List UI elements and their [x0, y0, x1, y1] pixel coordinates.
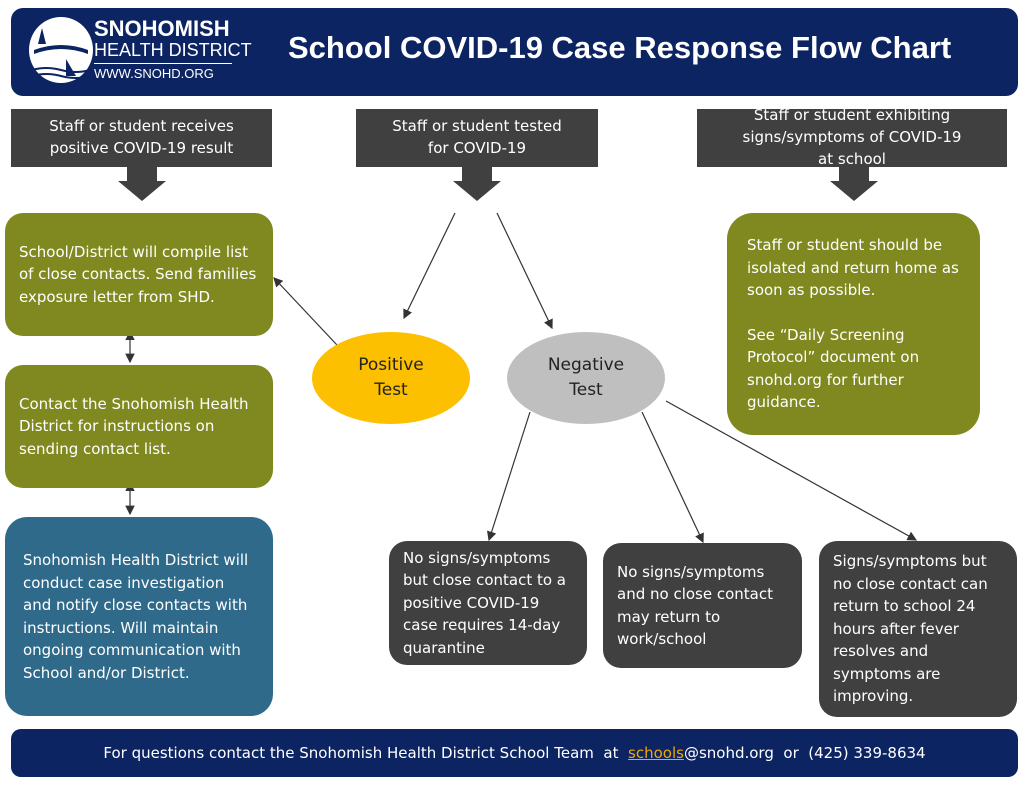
outcome-quarantine: No signs/symptoms but close contact to a…	[389, 541, 587, 665]
negative-test-label: Negative Test	[547, 355, 625, 400]
footer-or: or	[773, 744, 809, 762]
logo-divider	[94, 63, 232, 64]
start-positive-result: Staff or student receives positive COVID…	[11, 109, 272, 167]
start-tested: Staff or student tested for COVID-19	[356, 109, 598, 167]
logo-subname: HEALTH DISTRICT	[94, 40, 252, 60]
positive-test-label: Positive Test	[358, 355, 424, 400]
logo-name: SNOHOMISH	[94, 16, 230, 41]
header-banner	[11, 8, 1018, 96]
email-link[interactable]: schools	[628, 744, 684, 762]
footer-prefix: For questions contact the Snohomish Heal…	[103, 744, 629, 762]
symptoms-guidance-box: Staff or student should be isolated and …	[727, 213, 980, 435]
step-compile-contacts: School/District will compile list of clo…	[5, 213, 273, 336]
symptoms-screening-text: See “Daily Screening Protocol” document …	[747, 325, 920, 412]
block-arrow-3	[830, 167, 878, 201]
block-arrow-2	[453, 167, 501, 201]
start-symptoms: Staff or student exhibiting signs/sympto…	[697, 106, 1007, 168]
block-arrow-1	[118, 167, 166, 201]
page-title: School COVID-19 Case Response Flow Chart	[288, 30, 952, 65]
symptoms-isolate-text: Staff or student should be isolated and …	[747, 236, 959, 300]
step-shd-investigation: Snohomish Health District will conduct c…	[5, 517, 273, 716]
logo-emblem-icon	[29, 17, 93, 83]
footer-contact: For questions contact the Snohomish Heal…	[11, 729, 1018, 777]
footer-phone: (425) 339-8634	[808, 744, 926, 762]
footer-email-domain: @snohd.org	[683, 744, 774, 762]
positive-test-node: Positive Test	[312, 332, 470, 424]
step-contact-shd: Contact the Snohomish Health District fo…	[5, 365, 273, 488]
logo: SNOHOMISH HEALTH DISTRICT WWW.SNOHD.ORG	[26, 14, 252, 86]
outcome-return: No signs/symptoms and no close contact m…	[603, 543, 802, 668]
logo-url: WWW.SNOHD.ORG	[94, 66, 214, 81]
negative-test-node: Negative Test	[507, 332, 665, 424]
outcome-symptoms-return: Signs/symptoms but no close contact can …	[819, 541, 1017, 717]
